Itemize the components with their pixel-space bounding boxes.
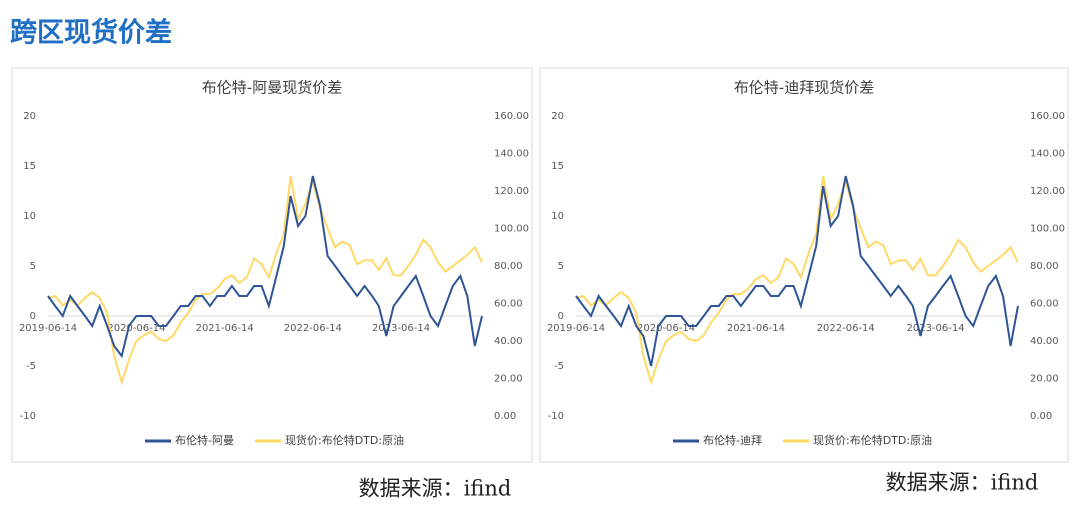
y2-tick-label: 100.00 bbox=[494, 224, 529, 235]
page-title: 跨区现货价差 bbox=[10, 17, 172, 49]
x-tick-label: 2019-06-14 bbox=[547, 323, 605, 334]
y2-tick-label: 120.00 bbox=[1030, 186, 1065, 197]
x-tick-label: 2023-06-14 bbox=[906, 323, 964, 334]
chart-title: 布伦特-迪拜现货价差 bbox=[734, 79, 874, 97]
y2-tick-label: 160.00 bbox=[1030, 111, 1065, 122]
y2-tick-label: 160.00 bbox=[494, 111, 529, 122]
series-line bbox=[47, 175, 483, 386]
y2-tick-label: 100.00 bbox=[1030, 224, 1065, 235]
y2-tick-label: 80.00 bbox=[494, 261, 523, 272]
legend-label: 布伦特-迪拜 bbox=[703, 433, 762, 447]
y2-tick-label: 20.00 bbox=[494, 374, 523, 385]
y2-tick-label: 0.00 bbox=[494, 411, 516, 422]
x-tick-label: 2022-06-14 bbox=[284, 323, 342, 334]
series-line bbox=[575, 175, 1019, 367]
x-tick-label: 2021-06-14 bbox=[196, 323, 254, 334]
y-tick-label: 20 bbox=[551, 111, 564, 122]
y-tick-label: -10 bbox=[20, 411, 36, 422]
legend-label: 现货价:布伦特DTD:原油 bbox=[285, 433, 404, 447]
y-tick-label: 15 bbox=[551, 161, 564, 172]
legend-label: 现货价:布伦特DTD:原油 bbox=[813, 433, 932, 447]
x-tick-label: 2020-06-14 bbox=[637, 323, 695, 334]
y-tick-label: 5 bbox=[558, 261, 564, 272]
y-tick-label: 0 bbox=[558, 311, 564, 322]
y-tick-label: 5 bbox=[30, 261, 36, 272]
x-tick-label: 2023-06-14 bbox=[372, 323, 430, 334]
y2-tick-label: 20.00 bbox=[1030, 374, 1059, 385]
x-tick-label: 2020-06-14 bbox=[107, 323, 165, 334]
y2-tick-label: 80.00 bbox=[1030, 261, 1059, 272]
series-line bbox=[47, 175, 483, 359]
chart-title: 布伦特-阿曼现货价差 bbox=[202, 79, 342, 97]
source-note: 数据来源：ifind bbox=[886, 471, 1039, 495]
y-tick-label: 15 bbox=[23, 161, 36, 172]
y-tick-label: 0 bbox=[30, 311, 36, 322]
x-tick-label: 2019-06-14 bbox=[19, 323, 77, 334]
y2-tick-label: 60.00 bbox=[1030, 299, 1059, 310]
y2-tick-label: 40.00 bbox=[494, 336, 523, 347]
y-tick-label: -5 bbox=[554, 361, 564, 372]
y-tick-label: 20 bbox=[23, 111, 36, 122]
y2-tick-label: 140.00 bbox=[494, 149, 529, 160]
y-tick-label: 10 bbox=[23, 211, 36, 222]
y-tick-label: 10 bbox=[551, 211, 564, 222]
y2-tick-label: 40.00 bbox=[1030, 336, 1059, 347]
y2-tick-label: 60.00 bbox=[494, 299, 523, 310]
series-line bbox=[575, 175, 1019, 386]
y-tick-label: -10 bbox=[548, 411, 564, 422]
x-tick-label: 2022-06-14 bbox=[817, 323, 875, 334]
y2-tick-label: 120.00 bbox=[494, 186, 529, 197]
source-note: 数据来源：ifind bbox=[359, 477, 512, 501]
legend-label: 布伦特-阿曼 bbox=[175, 433, 234, 447]
x-tick-label: 2021-06-14 bbox=[727, 323, 785, 334]
y2-tick-label: 140.00 bbox=[1030, 149, 1065, 160]
y2-tick-label: 0.00 bbox=[1030, 411, 1052, 422]
y-tick-label: -5 bbox=[26, 361, 36, 372]
